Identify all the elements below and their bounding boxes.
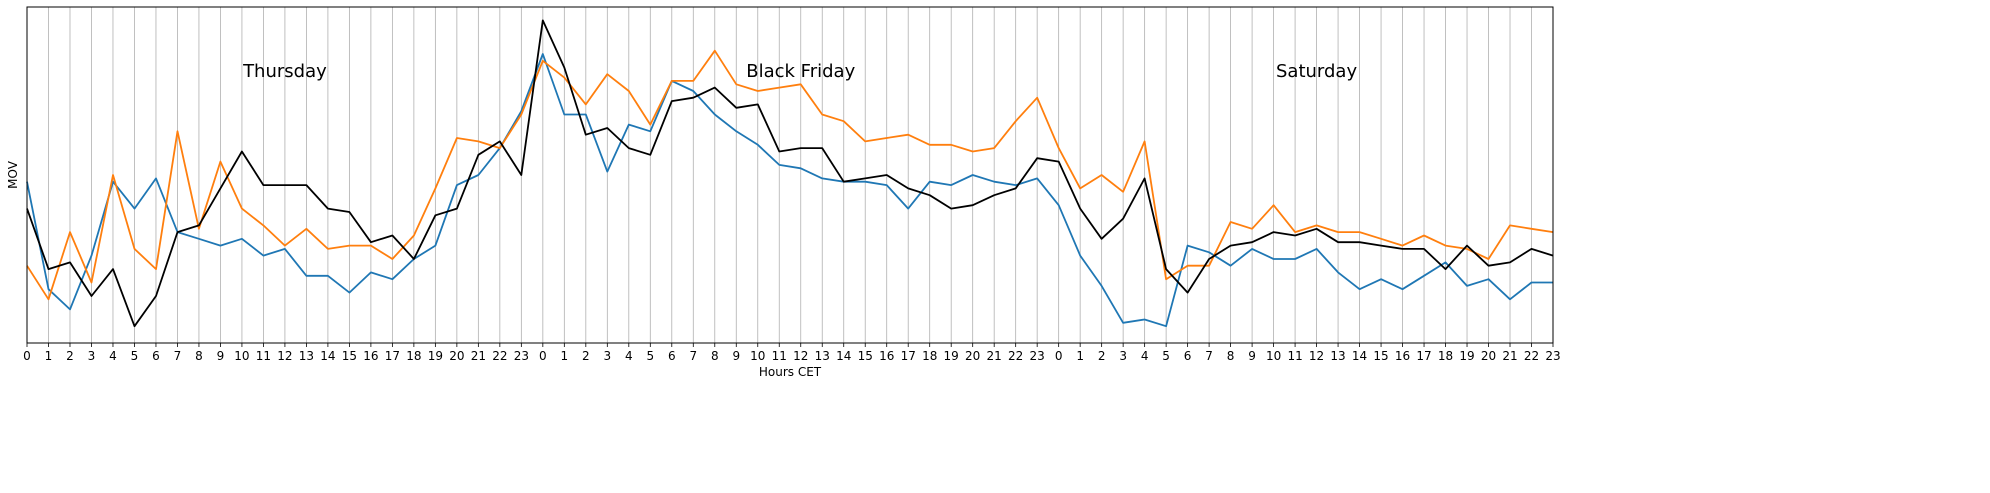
x-tick-label: 22 (492, 349, 507, 363)
x-tick-label: 2 (1098, 349, 1106, 363)
x-tick-label: 2 (66, 349, 74, 363)
y-axis-label: MOV (6, 160, 20, 189)
x-tick-label: 20 (1481, 349, 1496, 363)
x-tick-label: 0 (23, 349, 31, 363)
series-line-2 (26, 19, 1554, 328)
x-tick-label: 8 (711, 349, 719, 363)
x-tick-label: 1 (561, 349, 569, 363)
x-tick-label: 10 (234, 349, 249, 363)
x-tick-label: 22 (1008, 349, 1023, 363)
x-tick-label: 13 (299, 349, 314, 363)
x-tick-label: 19 (428, 349, 443, 363)
x-tick-label: 9 (732, 349, 740, 363)
x-tick-label: 10 (1266, 349, 1281, 363)
x-tick-label: 2 (582, 349, 590, 363)
x-tick-label: 4 (109, 349, 117, 363)
x-tick-label: 20 (965, 349, 980, 363)
x-tick-label: 8 (1227, 349, 1235, 363)
plot-frame (26, 6, 1554, 344)
x-tick-label: 18 (406, 349, 421, 363)
x-axis-label: Hours CET (759, 365, 822, 379)
x-tick-label: 14 (320, 349, 335, 363)
x-tick-label: 15 (1373, 349, 1388, 363)
x-tick-label: 15 (342, 349, 357, 363)
x-tick-label: 13 (815, 349, 830, 363)
x-tick-label: 18 (1438, 349, 1453, 363)
x-tick-label: 9 (1248, 349, 1256, 363)
x-tick-label: 8 (195, 349, 203, 363)
day-annotations: Thursday Black Friday Saturday (242, 61, 1357, 82)
x-tick-label: 17 (1416, 349, 1431, 363)
x-tick-label: 3 (88, 349, 96, 363)
x-tick-label: 0 (539, 349, 547, 363)
x-tick-label: 0 (1055, 349, 1063, 363)
grid-lines (26, 7, 1554, 343)
x-tick-label: 11 (256, 349, 271, 363)
x-tick-label: 16 (879, 349, 894, 363)
x-tick-label: 14 (836, 349, 851, 363)
x-tick-label: 5 (646, 349, 654, 363)
x-tick-label: 16 (363, 349, 378, 363)
x-tick-label: 21 (987, 349, 1002, 363)
x-tick-label: 23 (1545, 349, 1560, 363)
x-tick-label: 17 (901, 349, 916, 363)
x-tick-label: 23 (1030, 349, 1045, 363)
x-tick-label: 11 (1287, 349, 1302, 363)
x-tick-label: 7 (174, 349, 182, 363)
x-tick-label: 10 (750, 349, 765, 363)
x-tick-label: 1 (45, 349, 53, 363)
series-line-1 (26, 49, 1554, 301)
x-tick-label: 22 (1524, 349, 1539, 363)
x-tick-label: 23 (514, 349, 529, 363)
x-tick-label: 7 (689, 349, 697, 363)
x-tick-label: 3 (1119, 349, 1127, 363)
x-tick-label: 12 (277, 349, 292, 363)
x-tick-label: 11 (772, 349, 787, 363)
annotation-thursday: Thursday (242, 61, 327, 82)
x-tick-label: 21 (471, 349, 486, 363)
annotation-saturday: Saturday (1276, 61, 1357, 82)
x-tick-label: 18 (922, 349, 937, 363)
annotation-black-friday: Black Friday (746, 61, 855, 82)
x-tick-label: 1 (1076, 349, 1084, 363)
x-ticks: 0 1 2 3 4 5 6 7 8 9 10 11 12 13 14 15 16 17 18 19 20 21 22 23 0 1… (23, 343, 1561, 363)
x-tick-label: 19 (944, 349, 959, 363)
series-lines (26, 19, 1554, 328)
x-tick-label: 13 (1330, 349, 1345, 363)
x-tick-label: 4 (1141, 349, 1149, 363)
x-tick-label: 6 (1184, 349, 1192, 363)
x-tick-label: 7 (1205, 349, 1213, 363)
x-tick-label: 17 (385, 349, 400, 363)
x-tick-label: 15 (858, 349, 873, 363)
x-tick-label: 5 (131, 349, 139, 363)
x-tick-label: 12 (793, 349, 808, 363)
x-tick-label: 12 (1309, 349, 1324, 363)
x-tick-label: 3 (603, 349, 611, 363)
x-tick-label: 6 (668, 349, 676, 363)
x-tick-label: 20 (449, 349, 464, 363)
x-tick-label: 9 (217, 349, 225, 363)
x-tick-label: 4 (625, 349, 633, 363)
x-tick-label: 21 (1502, 349, 1517, 363)
x-tick-label: 16 (1395, 349, 1410, 363)
series-line-0 (26, 53, 1553, 328)
x-tick-label: 19 (1459, 349, 1474, 363)
x-tick-label: 14 (1352, 349, 1367, 363)
x-tick-label: 5 (1162, 349, 1170, 363)
x-tick-label: 6 (152, 349, 160, 363)
